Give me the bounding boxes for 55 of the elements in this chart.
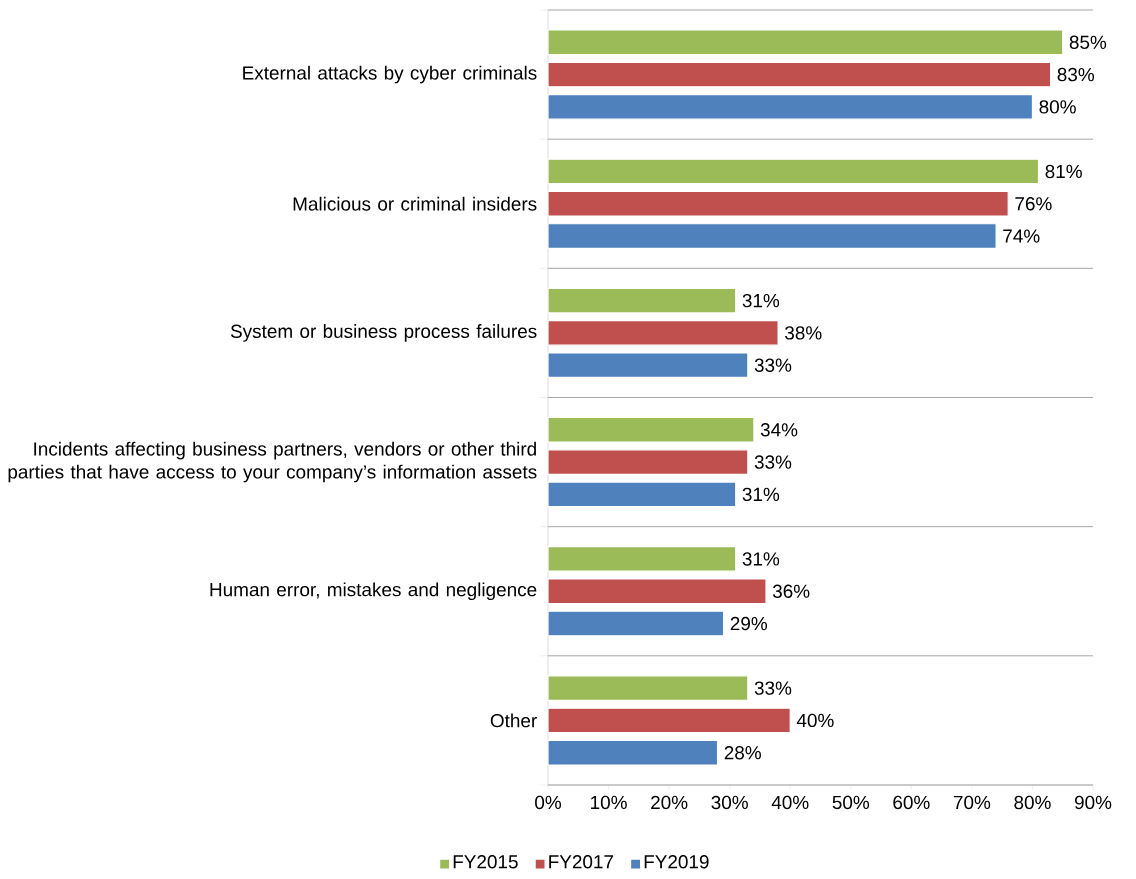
data-label: 80% xyxy=(1039,100,1076,114)
data-label: 81% xyxy=(1045,164,1082,179)
y-tick-label: Incidents affecting business partners, vendors or other third parties that have access to your company’s information assets xyxy=(8,441,537,483)
data-label: 29% xyxy=(730,616,768,631)
bar xyxy=(547,352,749,379)
y-tick-label: Malicious or criminal insiders xyxy=(293,196,537,211)
bar xyxy=(547,61,1052,88)
data-label: 74% xyxy=(1003,229,1040,243)
x-tick-label: 10% xyxy=(591,795,627,810)
bar xyxy=(547,94,1034,120)
data-label: 28% xyxy=(724,746,761,760)
x-tick-label: 20% xyxy=(651,795,688,810)
data-label: 36% xyxy=(772,584,810,598)
legend-label: FY2019 xyxy=(644,855,709,869)
x-tick-label: 0% xyxy=(535,795,562,810)
bar xyxy=(547,223,997,249)
x-tick-label: 50% xyxy=(832,795,870,810)
bar xyxy=(547,190,1009,217)
x-tick-label: 70% xyxy=(953,795,991,810)
bar xyxy=(547,610,725,637)
x-tick-label: 40% xyxy=(771,795,809,810)
bar xyxy=(547,675,749,701)
bar xyxy=(547,29,1064,56)
x-tick-label: 90% xyxy=(1074,795,1112,810)
bar xyxy=(547,546,737,572)
data-label: 85% xyxy=(1069,35,1107,49)
data-label: 31% xyxy=(742,487,780,502)
data-label: 31% xyxy=(742,293,780,308)
data-label: 40% xyxy=(796,713,834,728)
y-tick-label: System or business process failures xyxy=(230,324,537,342)
legend-label: FY2017 xyxy=(549,855,614,869)
bar xyxy=(547,739,719,766)
bar xyxy=(547,158,1040,185)
x-tick-label: 80% xyxy=(1014,795,1051,810)
x-tick-label: 60% xyxy=(893,795,930,810)
bar xyxy=(547,578,767,605)
bar xyxy=(547,320,779,346)
data-label: 33% xyxy=(754,681,792,695)
data-label: 34% xyxy=(760,423,798,437)
y-tick-label: Human error, mistakes and negligence xyxy=(210,582,537,601)
legend-label: FY2015 xyxy=(453,855,518,869)
data-label: 76% xyxy=(1015,197,1052,211)
x-tick-label: 30% xyxy=(711,795,748,810)
data-label: 33% xyxy=(754,358,792,372)
data-label: 83% xyxy=(1057,67,1095,82)
bar xyxy=(547,707,791,734)
bar xyxy=(547,449,749,475)
bar xyxy=(547,287,737,314)
bar xyxy=(547,416,755,443)
data-label: 33% xyxy=(754,455,792,469)
y-tick-label: Other xyxy=(490,713,537,728)
bar xyxy=(547,481,737,508)
data-label: 38% xyxy=(785,326,822,340)
y-tick-label: External attacks by cyber criminals xyxy=(243,65,537,84)
data-label: 31% xyxy=(742,552,780,566)
